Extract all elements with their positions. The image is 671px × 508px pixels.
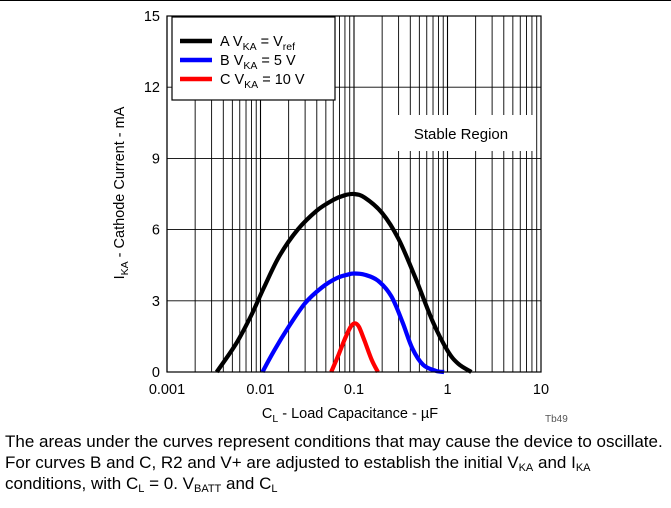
x-axis-label: CL - Load Capacitance - µF <box>262 406 438 425</box>
y-tick-label: 9 <box>152 151 160 167</box>
curve-c <box>329 321 380 373</box>
stable-region-box <box>388 115 534 151</box>
x-tick-label: 0.1 <box>344 382 364 398</box>
legend-label: B VKA = 5 V <box>220 53 296 72</box>
figure-caption: The areas under the curves represent con… <box>5 432 663 495</box>
top-rule <box>0 0 671 1</box>
figure-code: Tb49 <box>545 414 568 425</box>
x-tick-label: 10 <box>533 382 549 398</box>
y-tick-label: 3 <box>152 294 160 310</box>
x-tick-label: 0.001 <box>149 382 185 398</box>
y-tick-labels: 0 3 6 9 12 15 <box>144 9 160 381</box>
y-tick-label: 12 <box>144 80 160 96</box>
x-tick-labels: 0.001 0.01 0.1 1 10 <box>149 382 549 398</box>
y-tick-label: 15 <box>144 9 160 25</box>
plot-frame <box>166 15 542 373</box>
curve-a <box>214 191 473 374</box>
y-tick-label: 6 <box>152 223 160 239</box>
x-tick-label: 1 <box>443 382 451 398</box>
y-axis-label: IKA - Cathode Current - mA <box>112 106 131 279</box>
legend-label: C VKA = 10 V <box>220 72 305 91</box>
x-tick-label: 0.01 <box>246 382 274 398</box>
curves <box>214 191 473 375</box>
curve-b <box>260 271 445 375</box>
stable-region-label: Stable Region <box>414 126 508 143</box>
legend-label: A VKA = Vref <box>220 34 295 53</box>
y-tick-label: 0 <box>152 365 160 381</box>
